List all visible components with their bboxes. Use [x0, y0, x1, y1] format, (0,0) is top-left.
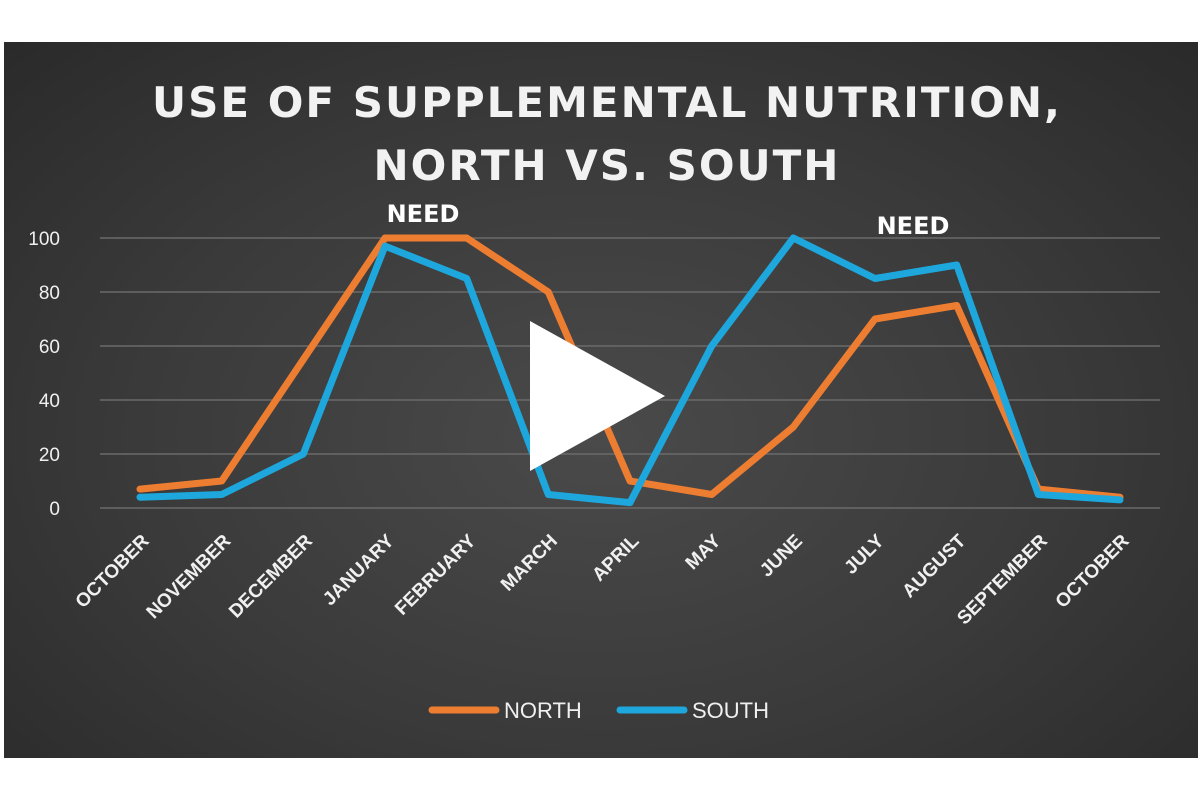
legend-label-south: SOUTH [692, 698, 769, 723]
play-button[interactable] [530, 321, 665, 471]
legend-label-north: NORTH [504, 698, 582, 723]
y-tick-label: 100 [28, 229, 60, 250]
play-icon[interactable] [530, 321, 665, 471]
y-tick-label: 0 [49, 499, 60, 520]
x-tick-label: JULY [841, 530, 889, 578]
x-tick-label: MAY [682, 530, 726, 574]
chart-title-line-1: USE OF SUPPLEMENTAL NUTRITION, [152, 78, 1062, 127]
legend: NORTH SOUTH [428, 698, 769, 723]
x-tick-label: NOVEMBER [143, 530, 236, 623]
gridlines [100, 237, 1160, 509]
x-tick-label: MARCH [497, 531, 562, 596]
x-tick-label: JANUARY [319, 530, 399, 610]
y-tick-label: 60 [39, 337, 60, 358]
y-tick-label: 40 [39, 391, 60, 412]
x-tick-label: OCTOBER [1052, 530, 1134, 612]
annotations: NEED NEED [387, 200, 950, 240]
x-tick-label: AUGUST [899, 530, 971, 602]
x-tick-label: FEBRUARY [391, 530, 480, 619]
x-tick-label: DECEMBER [225, 530, 317, 622]
chart-title: USE OF SUPPLEMENTAL NUTRITION, NORTH VS.… [152, 78, 1062, 190]
line-chart: USE OF SUPPLEMENTAL NUTRITION, NORTH VS.… [28, 78, 1160, 723]
series-line-south [136, 234, 1124, 507]
x-tick-label: OCTOBER [72, 530, 154, 612]
chart-title-line-2: NORTH VS. SOUTH [374, 141, 841, 190]
x-tick-label: JUNE [756, 531, 807, 582]
annotation-need: NEED [877, 212, 950, 240]
series-line-north [136, 234, 1124, 501]
video-frame[interactable]: USE OF SUPPLEMENTAL NUTRITION, NORTH VS.… [4, 42, 1198, 758]
y-axis-ticks: 0 20 40 60 80 100 [28, 229, 60, 520]
annotation-need: NEED [387, 200, 460, 228]
y-tick-label: 80 [39, 283, 60, 304]
x-tick-label: APRIL [588, 530, 643, 585]
y-tick-label: 20 [39, 445, 60, 466]
series-lines [136, 234, 1124, 507]
